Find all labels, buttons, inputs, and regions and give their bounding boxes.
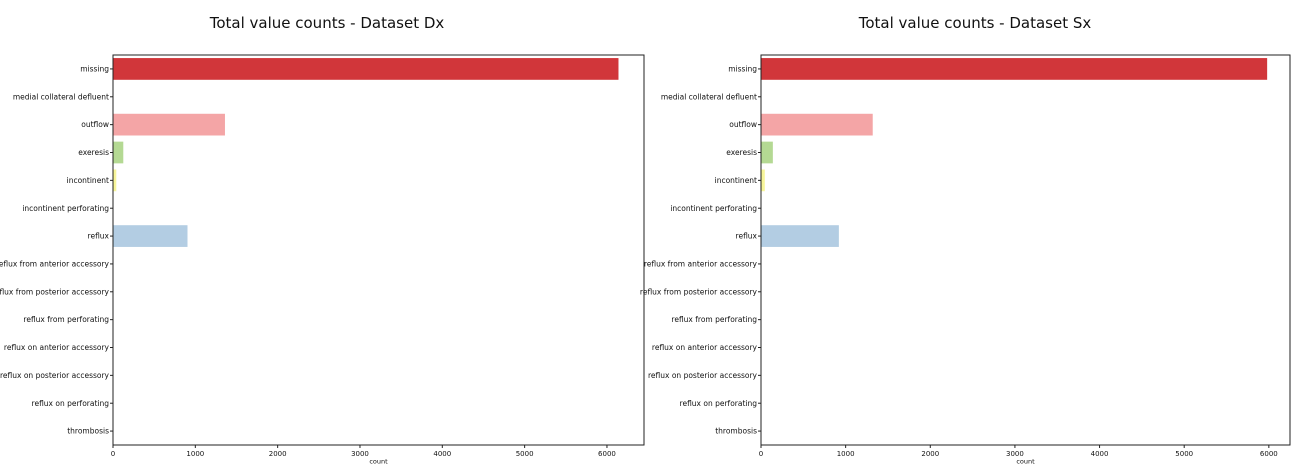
category-label-dx-8: reflux from posterior accessory bbox=[0, 287, 110, 296]
x-axis-label-dx: count bbox=[369, 458, 388, 464]
category-label-dx-3: exeresis bbox=[78, 148, 109, 157]
x-tick-label-dx-1: 1000 bbox=[186, 450, 204, 458]
x-tick-label-sx-1: 1000 bbox=[837, 450, 855, 458]
x-tick-label-dx-4: 4000 bbox=[433, 450, 451, 458]
x-tick-label-sx-2: 2000 bbox=[921, 450, 939, 458]
x-tick-label-sx-6: 6000 bbox=[1260, 450, 1278, 458]
category-label-dx-1: medial collateral defluent bbox=[13, 92, 109, 101]
category-label-dx-5: incontinent perforating bbox=[22, 204, 109, 213]
category-label-sx-12: reflux on perforating bbox=[680, 399, 758, 408]
category-label-sx-2: outflow bbox=[729, 120, 757, 129]
bar-sx-0 bbox=[761, 58, 1268, 80]
x-tick-label-sx-4: 4000 bbox=[1091, 450, 1109, 458]
category-label-sx-13: thrombosis bbox=[715, 427, 757, 436]
chart-dataset-dx: Total value counts - Dataset Dx missing me… bbox=[0, 14, 645, 464]
category-label-sx-0: missing bbox=[728, 65, 757, 74]
category-label-dx-10: reflux on anterior accessory bbox=[4, 343, 110, 352]
category-label-dx-7: reflux from anterior accessory bbox=[0, 260, 110, 269]
category-label-dx-12: reflux on perforating bbox=[32, 399, 110, 408]
category-label-sx-3: exeresis bbox=[726, 148, 757, 157]
category-label-dx-6: reflux bbox=[88, 232, 110, 241]
category-label-sx-5: incontinent perforating bbox=[670, 204, 757, 213]
x-tick-label-sx-3: 3000 bbox=[1006, 450, 1024, 458]
x-tick-label-dx-5: 5000 bbox=[516, 450, 534, 458]
category-label-sx-8: reflux from posterior accessory bbox=[640, 287, 758, 296]
bar-sx-3 bbox=[761, 141, 773, 164]
category-label-dx-0: missing bbox=[80, 65, 109, 74]
bar-dx-6 bbox=[113, 225, 188, 247]
chart-title-dx: Total value counts - Dataset Dx bbox=[209, 14, 445, 32]
bar-dx-2 bbox=[113, 113, 225, 136]
category-label-sx-9: reflux from perforating bbox=[671, 315, 757, 324]
category-label-dx-9: reflux from perforating bbox=[23, 315, 109, 324]
x-tick-label-dx-6: 6000 bbox=[598, 450, 616, 458]
x-tick-label-sx-5: 5000 bbox=[1175, 450, 1193, 458]
bar-dx-4 bbox=[113, 169, 117, 192]
x-axis-label-sx: count bbox=[1016, 458, 1035, 464]
bar-sx-4 bbox=[761, 169, 765, 192]
category-label-sx-7: reflux from anterior accessory bbox=[644, 260, 758, 269]
category-label-sx-10: reflux on anterior accessory bbox=[652, 343, 758, 352]
plot-frame-sx bbox=[760, 54, 1291, 446]
x-tick-label-sx-0: 0 bbox=[759, 450, 763, 458]
plot-frame-dx bbox=[112, 54, 645, 446]
chart-title-sx: Total value counts - Dataset Sx bbox=[858, 14, 1092, 32]
x-tick-label-dx-2: 2000 bbox=[269, 450, 287, 458]
bar-dx-3 bbox=[113, 141, 124, 164]
bar-sx-6 bbox=[761, 225, 839, 247]
bar-sx-2 bbox=[761, 113, 873, 136]
category-label-dx-11: reflux on posterior accessory bbox=[0, 371, 110, 380]
category-label-dx-13: thrombosis bbox=[67, 427, 109, 436]
bar-dx-0 bbox=[113, 58, 619, 80]
category-label-sx-4: incontinent bbox=[715, 176, 757, 185]
category-label-sx-11: reflux on posterior accessory bbox=[648, 371, 758, 380]
x-tick-label-dx-3: 3000 bbox=[351, 450, 369, 458]
chart-dataset-sx: Total value counts - Dataset Sx missing me… bbox=[640, 14, 1291, 464]
category-label-dx-2: outflow bbox=[81, 120, 109, 129]
category-label-dx-4: incontinent bbox=[67, 176, 109, 185]
category-label-sx-6: reflux bbox=[736, 232, 758, 241]
x-tick-label-dx-0: 0 bbox=[111, 450, 115, 458]
category-label-sx-1: medial collateral defluent bbox=[661, 92, 757, 101]
